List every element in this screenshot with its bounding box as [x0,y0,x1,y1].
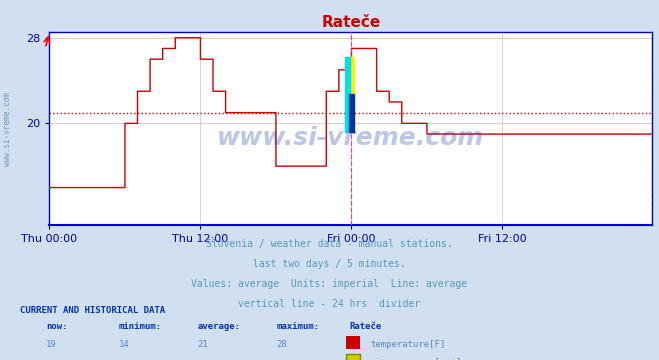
Text: temperature[F]: temperature[F] [370,341,445,350]
Text: -nan: -nan [119,359,140,360]
Text: Slovenia / weather data - manual stations.: Slovenia / weather data - manual station… [206,239,453,249]
Text: last two days / 5 minutes.: last two days / 5 minutes. [253,259,406,269]
Bar [345,57,350,132]
Text: -nan: -nan [198,359,219,360]
Text: 28: 28 [277,341,287,350]
Text: Values: average  Units: imperial  Line: average: Values: average Units: imperial Line: av… [191,279,468,289]
Text: now:: now: [46,323,68,332]
Text: -nan: -nan [46,359,68,360]
Text: 21: 21 [198,341,208,350]
Bar [349,94,353,132]
Text: maximum:: maximum: [277,323,320,332]
Text: air pressure[psi]: air pressure[psi] [370,359,462,360]
Text: 19: 19 [46,341,57,350]
Text: 14: 14 [119,341,129,350]
Title: Rateče: Rateče [322,15,380,30]
Text: www.si-vreme.com: www.si-vreme.com [217,126,484,150]
Text: CURRENT AND HISTORICAL DATA: CURRENT AND HISTORICAL DATA [20,306,165,315]
Text: Rateče: Rateče [349,323,382,332]
Text: vertical line - 24 hrs  divider: vertical line - 24 hrs divider [239,299,420,309]
Text: minimum:: minimum: [119,323,161,332]
Text: -nan: -nan [277,359,299,360]
Text: average:: average: [198,323,241,332]
Bar [345,57,353,132]
Text: www.si-vreme.com: www.si-vreme.com [3,92,13,166]
